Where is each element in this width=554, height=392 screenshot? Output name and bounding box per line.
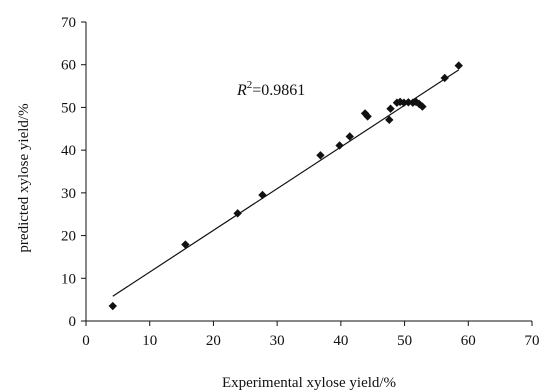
trendline-group (112, 69, 460, 297)
x-tick-label: 70 (525, 333, 540, 349)
y-tick-label: 20 (61, 229, 76, 245)
r-symbol: R (236, 82, 247, 99)
data-point (345, 132, 354, 141)
y-tick-label: 40 (61, 143, 76, 159)
data-point (385, 115, 394, 125)
x-tick-label: 0 (82, 333, 90, 349)
data-point (335, 141, 344, 150)
axes (81, 21, 533, 326)
y-tick-label: 0 (69, 314, 77, 330)
y-tick-label: 10 (61, 271, 76, 287)
r-exponent: 2 (247, 79, 253, 91)
data-point (108, 301, 117, 311)
data-point (258, 190, 267, 200)
data-point (316, 151, 325, 160)
data-point (386, 104, 395, 113)
x-axis-title: Experimental xylose yield/% (222, 375, 396, 391)
x-tick-label: 60 (461, 333, 476, 349)
r-squared-annotation: R2=0.9861 (236, 79, 305, 99)
y-tick-label: 60 (61, 58, 76, 74)
r-value: =0.9861 (252, 82, 305, 99)
x-tick-label: 50 (397, 333, 412, 349)
trendline (112, 69, 460, 297)
tick-labels: 0 10 20 30 40 50 60 70 0 10 20 30 40 50 60 70 (61, 15, 540, 349)
data-point (181, 240, 190, 249)
y-axis-title: predicted xylose yield/% (16, 103, 32, 252)
data-points (108, 61, 463, 311)
data-point (233, 209, 242, 218)
y-tick-label: 70 (61, 15, 76, 31)
x-tick-label: 30 (270, 333, 285, 349)
x-tick-label: 40 (333, 333, 348, 349)
data-point (363, 112, 372, 121)
x-tick-label: 10 (142, 333, 157, 349)
x-tick-label: 20 (206, 333, 221, 349)
data-point (360, 109, 370, 118)
data-point (454, 61, 463, 70)
data-point (418, 102, 427, 111)
data-point (440, 73, 449, 83)
y-tick-label: 30 (61, 186, 76, 202)
y-tick-label: 50 (61, 100, 76, 116)
